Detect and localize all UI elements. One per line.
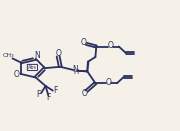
Text: O: O xyxy=(82,89,88,98)
Text: Abs: Abs xyxy=(28,65,37,70)
Text: O: O xyxy=(14,70,20,79)
Text: F: F xyxy=(47,93,51,102)
Text: O: O xyxy=(105,78,111,87)
Text: CH₃: CH₃ xyxy=(3,53,15,58)
Text: O: O xyxy=(55,49,61,58)
Text: N: N xyxy=(35,51,40,60)
Text: H: H xyxy=(73,69,78,75)
Text: F: F xyxy=(53,86,58,95)
Text: N: N xyxy=(72,65,78,74)
Text: O: O xyxy=(107,41,113,50)
Text: O: O xyxy=(80,38,86,47)
Text: F: F xyxy=(36,90,40,99)
